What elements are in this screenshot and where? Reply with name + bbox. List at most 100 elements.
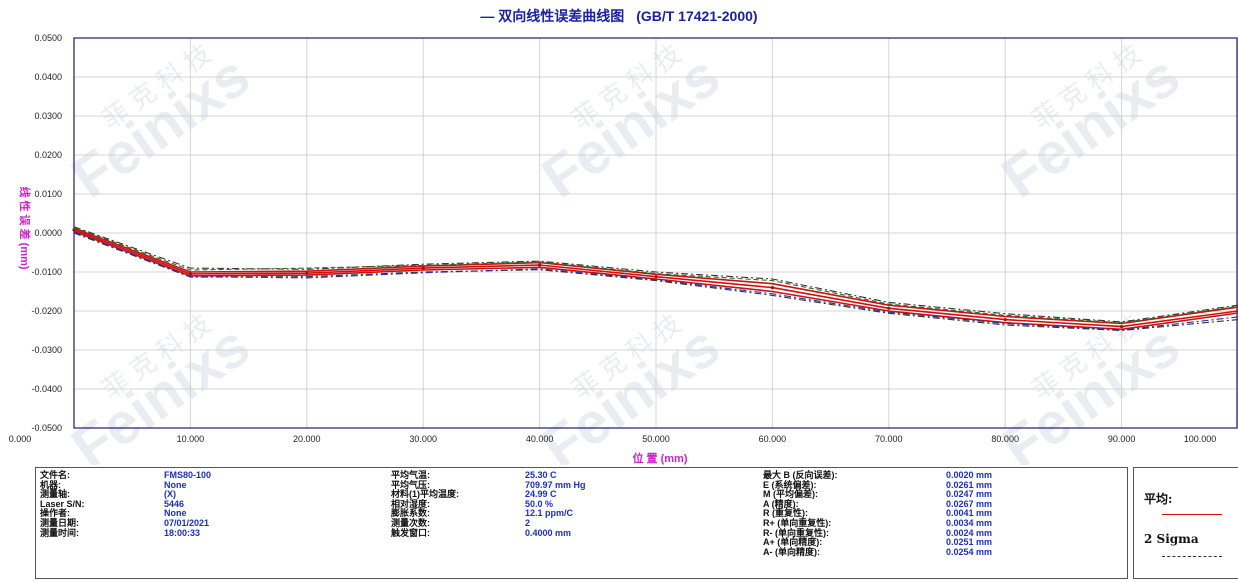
legend-avg-line <box>1162 514 1222 515</box>
measurement-info-panel: 文件名: FMS80-100 机器: None 测量轴: (X) Laser S/N: 544… <box>35 467 1128 579</box>
series-line-2 <box>73 230 1238 331</box>
x-tick-label: 40.000 <box>526 434 554 444</box>
chart-subtitle: (GB/T 17421-2000) <box>636 8 758 24</box>
info-row: 平均气压: 709.97 mm Hg <box>391 479 725 491</box>
info-row: R- (单向重复性): 0.0024 mm <box>763 527 1096 539</box>
info-row: 操作者: None <box>40 509 364 519</box>
info-label: 机器: <box>40 479 61 490</box>
info-label: 相对湿度: <box>391 498 430 509</box>
info-row: 测量轴: (X) <box>40 490 364 500</box>
info-value: (X) <box>164 489 176 500</box>
y-tick-label: -0.0100 <box>31 267 62 277</box>
y-tick-label: 0.0000 <box>34 228 62 238</box>
info-column-3: 最大 B (反向误差): 0.0020 mm E (系统偏差): 0.0261 mm M… <box>763 470 1096 557</box>
info-row: A+ (单向精度): 0.0251 mm <box>763 538 1096 548</box>
data-point <box>421 266 425 270</box>
info-row: 膨胀系数: 12.1 ppm/C <box>391 509 725 519</box>
series-line-5 <box>73 226 1238 324</box>
info-label: A (精度): <box>763 498 799 509</box>
info-label: 文件名: <box>40 470 70 480</box>
x-tick-label: 0.000 <box>9 434 32 444</box>
info-row: Laser S/N: 5446 <box>40 498 364 510</box>
y-tick-label: 0.0500 <box>34 33 62 43</box>
y-tick-label: 0.0400 <box>34 72 62 82</box>
data-point <box>654 275 658 279</box>
info-label: R+ (单向重复性): <box>763 517 832 528</box>
y-axis-label: 线 性 误 差 (mm) <box>18 186 32 269</box>
info-row: 测量次数: 2 <box>391 517 725 529</box>
y-tick-label: -0.0500 <box>31 423 62 433</box>
info-value: 0.4000 mm <box>525 527 572 538</box>
chart-title-text: — 双向线性误差曲线图 <box>480 8 625 24</box>
info-value: 12.1 ppm/C <box>525 508 574 519</box>
legend-avg-label: 平均: <box>1144 492 1173 506</box>
info-value: 24.99 C <box>525 489 557 500</box>
info-row: M (平均偏差): 0.0247 mm <box>763 490 1096 500</box>
info-value: None <box>164 479 187 490</box>
y-tick-label: -0.0200 <box>31 306 62 316</box>
info-value: 0.0020 mm <box>946 470 993 480</box>
info-row: 触发窗口: 0.4000 mm <box>391 527 725 539</box>
info-row: 文件名: FMS80-100 <box>40 470 364 481</box>
info-row: R (重复性): 0.0041 mm <box>763 509 1096 519</box>
info-label: E (系统偏差): <box>763 479 817 490</box>
info-label: 操作者: <box>40 508 70 519</box>
legend: 平均: 2 Sigma <box>1133 467 1238 579</box>
data-point <box>887 306 891 310</box>
info-column-1: 文件名: FMS80-100 机器: None 测量轴: (X) Laser S/N: 544… <box>40 470 364 539</box>
info-label: 最大 B (反向误差): <box>763 470 838 480</box>
y-tick-label: 0.0200 <box>34 150 62 160</box>
x-tick-label: 80.000 <box>991 434 1019 444</box>
info-label: R- (单向重复性): <box>763 527 829 538</box>
data-point <box>1003 317 1007 322</box>
info-value: None <box>164 508 187 519</box>
x-tick-label: 90.000 <box>1108 434 1136 444</box>
info-value: 0.0034 mm <box>946 517 993 528</box>
info-label: 平均气温: <box>391 470 430 480</box>
series-layer <box>72 226 1238 332</box>
x-axis-label: 位 置 (mm) <box>633 451 688 465</box>
info-label: Laser S/N: <box>40 498 85 509</box>
info-label: 膨胀系数: <box>391 508 430 519</box>
info-label: 平均气压: <box>391 479 430 490</box>
info-row: 平均气温: 25.30 C <box>391 470 725 481</box>
info-value: 5446 <box>164 498 185 509</box>
info-row: 相对湿度: 50.0 % <box>391 498 725 510</box>
info-value: 50.0 % <box>525 498 554 509</box>
info-value: 0.0251 mm <box>946 537 993 548</box>
info-value: 25.30 C <box>525 470 557 480</box>
x-axis-ticks: 0.000 10.000 20.000 30.000 40.000 50.000 60.00… <box>9 434 1217 444</box>
info-label: 测量时间: <box>40 527 79 538</box>
data-point <box>1120 325 1124 329</box>
data-point <box>538 263 542 267</box>
info-value: 0.0254 mm <box>946 546 993 557</box>
info-label: R (重复性): <box>763 508 808 519</box>
info-value: 2 <box>525 517 531 528</box>
info-row: 测量时间: 18:00:33 <box>40 527 364 539</box>
info-row: E (系统偏差): 0.0261 mm <box>763 479 1096 491</box>
x-tick-label: 30.000 <box>409 434 437 444</box>
info-value: 0.0024 mm <box>946 527 993 538</box>
info-label: A+ (单向精度): <box>763 537 823 548</box>
info-label: M (平均偏差): <box>763 489 818 500</box>
info-column-2: 平均气温: 25.30 C 平均气压: 709.97 mm Hg 材料(1)平均温度: 2… <box>391 470 725 539</box>
data-point <box>770 286 775 290</box>
info-label: 测量日期: <box>40 517 79 528</box>
info-row: 机器: None <box>40 479 364 491</box>
info-label: 触发窗口: <box>391 527 430 538</box>
x-tick-label: 60.000 <box>759 434 787 444</box>
info-value: 0.0041 mm <box>946 508 993 519</box>
info-row: A (精度): 0.0267 mm <box>763 498 1096 510</box>
x-tick-label: 50.000 <box>642 434 670 444</box>
info-value: 0.0267 mm <box>946 498 993 509</box>
y-tick-label: 0.0300 <box>34 111 62 121</box>
info-label: A- (单向精度): <box>763 546 820 557</box>
y-tick-label: -0.0400 <box>31 384 62 394</box>
series-line-4 <box>73 232 1238 332</box>
y-tick-label: -0.0300 <box>31 345 62 355</box>
info-value: 0.0247 mm <box>946 489 993 500</box>
data-point <box>305 271 309 275</box>
y-tick-label: 0.0100 <box>34 189 62 199</box>
